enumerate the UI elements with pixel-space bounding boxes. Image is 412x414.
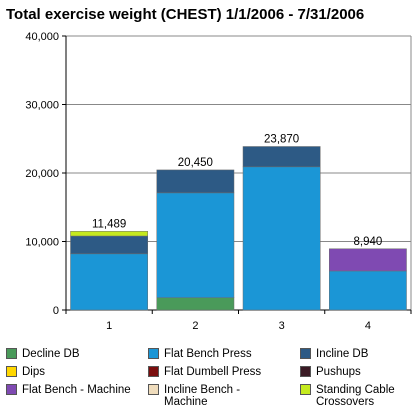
bar-total-label: 23,870 [264, 133, 299, 145]
legend-swatch [148, 348, 159, 359]
legend-label: Dips [22, 366, 46, 378]
chart-canvas: Total exercise weight (CHEST) 1/1/2006 -… [6, 6, 412, 332]
legend-swatch [300, 384, 311, 395]
x-axis: 1 2 3 4 [65, 309, 412, 332]
bar-segment [70, 231, 148, 237]
y-axis: 0 10,000 20,000 30,000 40,000 [25, 31, 67, 317]
legend-label: Flat Dumbell Press [164, 366, 262, 378]
legend-swatch [148, 366, 159, 377]
data-labels: 11,489 20,450 23,870 8,940 [92, 133, 382, 247]
legend-swatch [300, 348, 311, 359]
legend-swatch [6, 366, 17, 377]
bar-segment [329, 270, 407, 311]
x-tick-label: 4 [365, 320, 371, 332]
bar-segment [329, 248, 407, 272]
chart-legend: Decline DB Flat Bench Press Incline DB Dips… [0, 340, 412, 414]
y-tick-label: 20,000 [25, 168, 59, 180]
y-tick-label: 40,000 [25, 31, 59, 43]
legend-label: Incline DB [316, 348, 369, 360]
legend-label: Flat Bench - Machine [22, 384, 131, 396]
y-tick-label: 0 [53, 305, 59, 317]
legend-swatch [148, 384, 159, 395]
bar-segment [70, 235, 148, 255]
legend-label: Standing Cable Crossovers [316, 384, 395, 408]
legend-label: Incline Bench - Machine [164, 384, 241, 408]
legend-label: Decline DB [22, 348, 80, 360]
y-tick-label: 30,000 [25, 100, 59, 112]
y-tick-label: 10,000 [25, 237, 59, 249]
legend-label: Flat Bench Press [164, 348, 252, 360]
chart-title: Total exercise weight (CHEST) 1/1/2006 -… [6, 6, 364, 23]
bar-segment [242, 146, 321, 168]
x-tick-label: 2 [192, 320, 198, 332]
bar-total-label: 20,450 [178, 157, 213, 169]
bar-segment [156, 297, 235, 311]
bar-total-label: 11,489 [92, 218, 126, 230]
bar-segment [156, 169, 235, 194]
bar-segment [242, 166, 321, 311]
legend-label: Pushups [316, 366, 361, 378]
bar-segment [156, 192, 235, 298]
legend-swatch [6, 384, 17, 395]
bars [70, 146, 407, 311]
legend-swatch [300, 366, 311, 377]
x-tick-label: 1 [106, 320, 112, 332]
x-tick-label: 3 [279, 320, 285, 332]
legend-swatch [6, 348, 17, 359]
bar-total-label: 8,940 [353, 236, 382, 248]
bar-segment [70, 253, 148, 311]
